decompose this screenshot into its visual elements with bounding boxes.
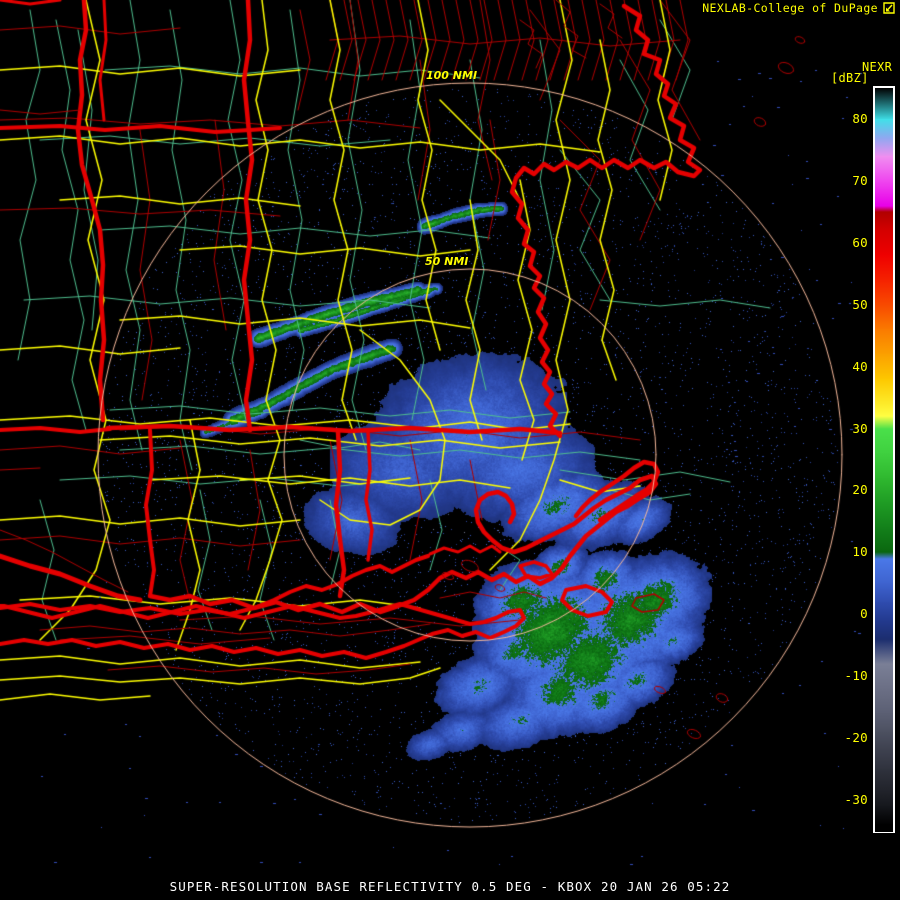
color-swatch — [875, 329, 893, 355]
color-swatch — [875, 713, 893, 733]
color-bar-tick-label: 70 — [852, 172, 868, 188]
color-swatch — [875, 416, 893, 430]
color-swatch — [875, 824, 893, 832]
color-swatch — [875, 787, 893, 807]
color-bar-tick-label: 10 — [852, 544, 868, 560]
color-swatch — [875, 279, 893, 306]
color-swatch — [875, 806, 893, 826]
color-bar-tick-label: 50 — [852, 296, 868, 312]
color-swatch — [875, 552, 893, 560]
color-swatch — [875, 453, 893, 479]
color-swatch — [875, 688, 893, 714]
cod-arrow-logo-icon — [883, 2, 895, 14]
color-bar-tick-label: -30 — [844, 792, 868, 808]
color-swatch — [875, 403, 893, 417]
color-swatch — [875, 354, 893, 380]
color-swatch — [875, 620, 893, 640]
color-bar-tick-label: 0 — [860, 606, 868, 622]
legend-title: NEXR — [862, 60, 893, 74]
color-bar[interactable] — [873, 86, 895, 833]
color-swatch — [875, 137, 893, 157]
color-bar-tick-label: 20 — [852, 482, 868, 498]
color-bar-tick-label: 80 — [852, 110, 868, 126]
credit-text: NEXLAB-College of DuPage — [702, 1, 878, 15]
color-bar-tick-label: 40 — [852, 358, 868, 374]
color-bar-tick-label: -20 — [844, 730, 868, 746]
color-swatch — [875, 527, 893, 553]
color-swatch — [875, 156, 893, 182]
status-bar-text: SUPER-RESOLUTION BASE REFLECTIVITY 0.5 D… — [169, 879, 731, 894]
color-scale-legend: NEXR [dBZ] 80 70 60 50 40 30 20 10 0 -10 -20 -30 — [824, 30, 900, 833]
color-swatch — [875, 211, 893, 231]
color-bar-swatches — [875, 88, 893, 832]
color-swatch — [875, 118, 893, 139]
color-swatch — [875, 88, 893, 120]
color-swatch — [875, 379, 893, 405]
color-swatch — [875, 180, 893, 207]
color-swatch — [875, 601, 893, 622]
color-bar-tick-label: 30 — [852, 420, 868, 436]
color-swatch — [875, 769, 893, 789]
range-ring-label-50nmi: 50 NMI — [425, 255, 469, 268]
color-swatch — [875, 428, 893, 454]
legend-units-label: [dBZ] — [831, 71, 869, 85]
color-swatch — [875, 205, 893, 213]
color-bar-tick-label: 60 — [852, 234, 868, 250]
color-swatch — [875, 502, 893, 529]
color-swatch — [875, 663, 893, 690]
color-bar-tick-label: -10 — [844, 668, 868, 684]
color-swatch — [875, 750, 893, 770]
color-swatch — [875, 304, 893, 331]
color-swatch — [875, 731, 893, 752]
color-swatch — [875, 639, 893, 665]
range-ring-label-100nmi: 100 NMI — [426, 69, 478, 82]
color-swatch — [875, 230, 893, 256]
color-swatch — [875, 558, 893, 584]
color-swatch — [875, 583, 893, 603]
color-swatch — [875, 255, 893, 281]
color-swatch — [875, 478, 893, 504]
